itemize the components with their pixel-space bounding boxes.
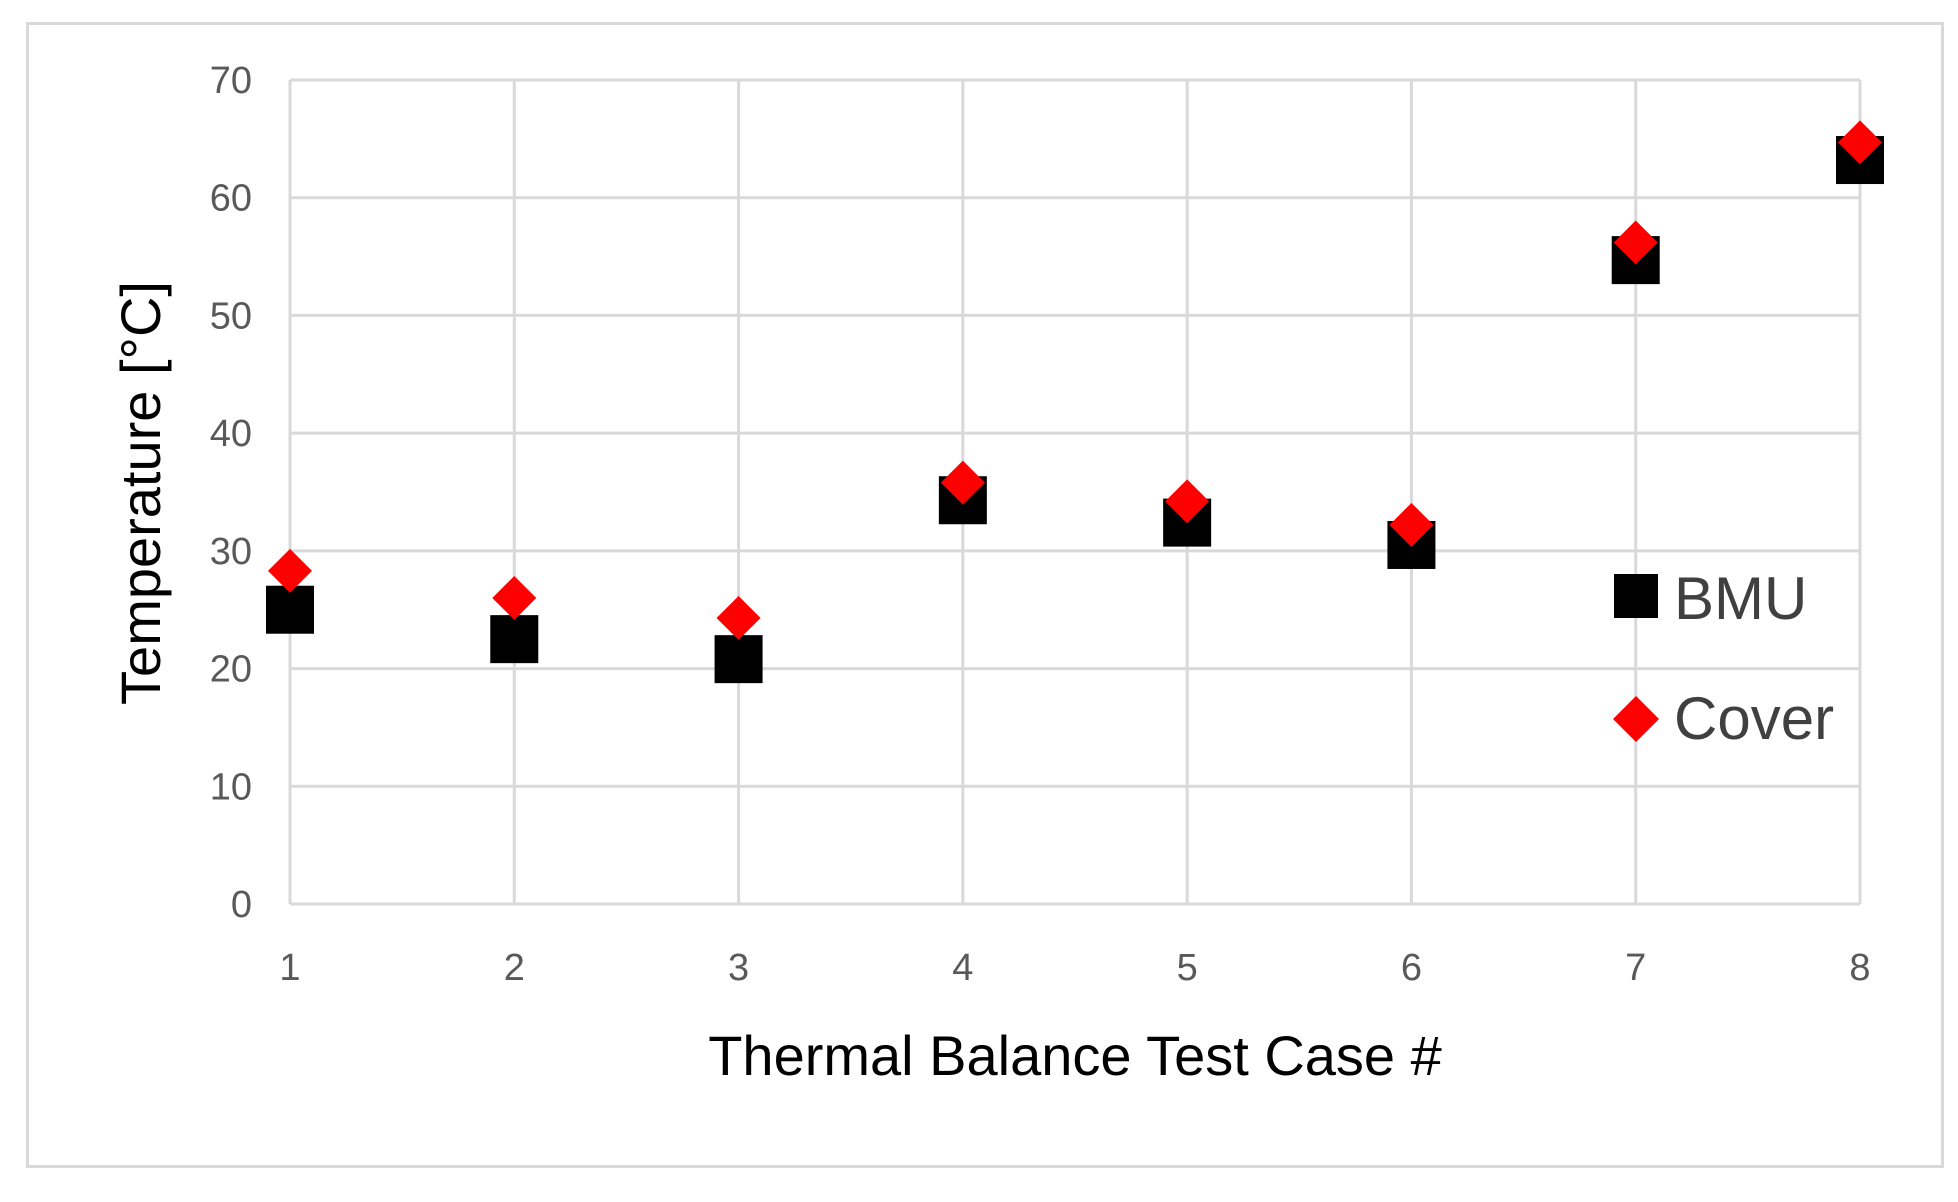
y-tick-label: 50 <box>210 295 252 337</box>
grid <box>290 80 1860 904</box>
x-tick-label: 3 <box>728 947 749 989</box>
y-axis-ticks: 0 10 20 30 40 50 60 70 <box>210 60 252 926</box>
x-tick-label: 6 <box>1401 947 1422 989</box>
legend-item-bmu: BMU <box>1614 565 1807 632</box>
x-tick-label: 1 <box>279 947 300 989</box>
x-tick-label: 4 <box>952 947 973 989</box>
y-tick-label: 60 <box>210 178 252 220</box>
y-tick-label: 0 <box>231 884 252 926</box>
data-point-cover <box>492 576 536 620</box>
data-point-bmu <box>715 635 763 683</box>
y-tick-label: 30 <box>210 531 252 573</box>
legend-label-cover: Cover <box>1674 685 1834 752</box>
data-point-bmu <box>490 615 538 663</box>
data-point-bmu <box>266 586 314 634</box>
y-axis-title: Temperature [°C] <box>109 281 172 705</box>
y-tick-label: 10 <box>210 766 252 808</box>
data-point-cover <box>717 596 761 640</box>
legend-item-cover: Cover <box>1613 685 1834 752</box>
y-tick-label: 40 <box>210 413 252 455</box>
x-tick-label: 5 <box>1177 947 1198 989</box>
legend-marker-square <box>1614 574 1658 618</box>
x-tick-label: 8 <box>1849 947 1870 989</box>
x-tick-label: 2 <box>504 947 525 989</box>
legend-label-bmu: BMU <box>1674 565 1807 632</box>
x-axis-title: Thermal Balance Test Case # <box>708 1024 1442 1087</box>
x-tick-label: 7 <box>1625 947 1646 989</box>
legend: BMU Cover <box>1613 565 1834 752</box>
x-axis-ticks: 1 2 3 4 5 6 7 8 <box>279 947 1870 989</box>
legend-marker-diamond <box>1613 696 1659 742</box>
y-tick-label: 70 <box>210 60 252 102</box>
y-tick-label: 20 <box>210 649 252 691</box>
